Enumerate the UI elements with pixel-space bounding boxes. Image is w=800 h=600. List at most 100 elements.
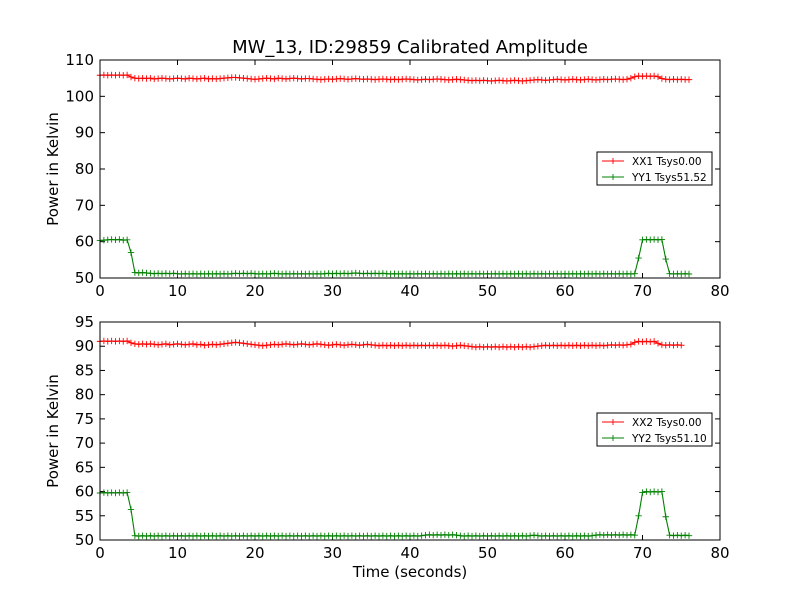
data-point	[658, 341, 666, 348]
data-point	[534, 532, 542, 539]
data-point	[151, 532, 158, 540]
data-point	[623, 531, 631, 539]
data-point	[685, 76, 693, 83]
data-point	[228, 339, 235, 347]
data-point	[154, 341, 162, 348]
data-point	[123, 236, 131, 244]
data-point	[457, 342, 464, 349]
data-point	[495, 532, 503, 539]
data-point	[472, 343, 480, 351]
data-point	[604, 342, 611, 349]
data-point	[368, 532, 375, 540]
y-tick-label: 70	[75, 434, 94, 452]
data-point	[681, 531, 689, 539]
data-point	[236, 532, 243, 540]
data-point	[123, 71, 131, 79]
data-point	[147, 74, 154, 82]
data-point	[550, 342, 557, 349]
y-tick-label: 75	[75, 410, 94, 428]
data-point	[592, 342, 600, 349]
legend-label: YY1 Tsys51.52	[631, 172, 707, 184]
data-point	[472, 532, 480, 539]
data-point	[437, 531, 445, 539]
data-point	[298, 532, 305, 540]
data-point	[678, 342, 685, 349]
data-point	[426, 342, 433, 349]
data-point	[619, 342, 627, 349]
data-point	[399, 342, 406, 349]
data-point	[255, 342, 263, 349]
data-point	[123, 337, 131, 345]
data-point	[619, 531, 627, 538]
data-point	[596, 531, 604, 538]
data-point	[151, 341, 158, 348]
data-point	[464, 343, 472, 350]
data-point	[240, 532, 247, 539]
data-point	[488, 343, 495, 351]
data-point	[546, 532, 553, 540]
data-point	[344, 341, 352, 348]
data-point	[356, 532, 363, 539]
legend-marker	[610, 158, 616, 164]
data-point	[294, 341, 301, 348]
data-point	[162, 340, 170, 347]
data-point	[100, 337, 108, 345]
data-point	[325, 532, 332, 539]
legend-box	[596, 412, 713, 447]
y-tick-label: 90	[75, 124, 94, 142]
data-point	[205, 532, 212, 540]
data-point	[484, 532, 491, 540]
data-point	[333, 532, 340, 539]
data-point	[271, 532, 278, 539]
data-point	[627, 531, 635, 538]
x-tick-label: 80	[710, 544, 729, 562]
data-point	[224, 340, 232, 347]
data-point	[410, 342, 418, 349]
data-point	[333, 341, 340, 348]
x-tick-label: 30	[323, 544, 342, 562]
plot-frame	[99, 321, 721, 541]
data-point	[402, 342, 410, 349]
data-point	[267, 532, 274, 540]
data-point	[259, 532, 266, 540]
data-point	[185, 341, 193, 348]
data-point	[147, 532, 154, 539]
data-point	[368, 341, 375, 348]
data-point	[406, 342, 414, 349]
y-tick-label: 95	[75, 313, 94, 331]
data-point	[104, 489, 111, 497]
data-point	[143, 532, 150, 540]
data-point	[480, 343, 487, 351]
data-point	[329, 341, 336, 348]
data-point	[174, 532, 181, 540]
data-point	[565, 342, 573, 349]
data-point	[573, 532, 580, 539]
data-point	[306, 532, 313, 540]
data-point	[499, 532, 507, 540]
data-point	[154, 532, 162, 539]
x-tick-label: 60	[555, 544, 574, 562]
data-point	[294, 532, 301, 539]
data-point	[399, 532, 406, 540]
data-point	[449, 343, 456, 350]
legend-box	[596, 151, 713, 186]
data-point	[100, 489, 108, 496]
data-point	[445, 342, 452, 349]
data-point	[158, 341, 166, 348]
data-point	[174, 340, 181, 347]
data-point	[224, 532, 232, 539]
data-point	[170, 341, 177, 348]
data-point	[658, 236, 666, 243]
legend-label: YY2 Tsys51.10	[631, 433, 707, 445]
data-point	[360, 532, 367, 540]
data-point	[406, 532, 414, 540]
data-point	[488, 532, 495, 539]
x-tick-label: 0	[95, 282, 105, 300]
data-point	[666, 531, 673, 539]
data-point	[616, 531, 623, 539]
data-point	[519, 343, 526, 351]
data-point	[650, 72, 658, 80]
y-tick-label: 60	[75, 233, 94, 251]
data-point	[441, 342, 449, 349]
